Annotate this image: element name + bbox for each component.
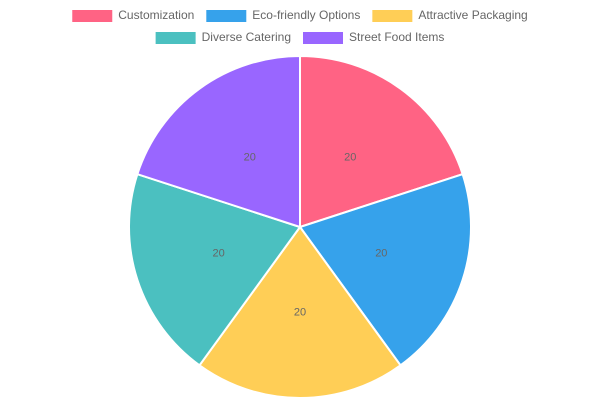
pie-slice-customization[interactable] bbox=[299, 54, 464, 229]
slice-value-label-diverse-catering: 20 bbox=[213, 247, 225, 259]
slice-value-label-street-food-items: 20 bbox=[244, 152, 256, 164]
legend-item-customization[interactable]: Customization bbox=[72, 8, 194, 22]
legend-swatch-diverse-catering bbox=[155, 32, 196, 44]
pie-slice-street-food-items[interactable] bbox=[136, 54, 301, 229]
slice-value-label-customization: 20 bbox=[344, 152, 356, 164]
legend-label-attractive-packaging: Attractive Packaging bbox=[418, 8, 527, 22]
pie-slice-attractive-packaging[interactable] bbox=[198, 225, 402, 399]
legend-swatch-street-food-items bbox=[303, 32, 343, 44]
pie-slice-eco-friendly-options[interactable] bbox=[298, 172, 472, 367]
slice-value-label-attractive-packaging: 20 bbox=[294, 306, 306, 318]
legend-swatch-customization bbox=[72, 10, 113, 22]
legend-swatch-attractive-packaging bbox=[372, 10, 413, 22]
slice-labels: 20 20 20 20 20 bbox=[213, 152, 388, 319]
pie-slices bbox=[128, 54, 472, 399]
legend-swatch-eco-friendly-options bbox=[206, 10, 247, 22]
legend-label-street-food-items: Street Food Items bbox=[349, 30, 444, 44]
legend-item-eco-friendly-options[interactable]: Eco-friendly Options bbox=[206, 8, 360, 22]
chart-legend: Customization Eco-friendly Options Attract… bbox=[72, 8, 528, 44]
pie-slice-diverse-catering[interactable] bbox=[128, 172, 302, 367]
slice-value-label-eco-friendly-options: 20 bbox=[375, 247, 387, 259]
legend-item-attractive-packaging[interactable]: Attractive Packaging bbox=[372, 8, 528, 22]
legend-item-diverse-catering[interactable]: Diverse Catering bbox=[155, 30, 291, 44]
legend-label-customization: Customization bbox=[118, 8, 194, 22]
legend-label-diverse-catering: Diverse Catering bbox=[202, 30, 291, 44]
legend-label-eco-friendly-options: Eco-friendly Options bbox=[252, 8, 360, 22]
legend-item-street-food-items[interactable]: Street Food Items bbox=[303, 30, 444, 44]
